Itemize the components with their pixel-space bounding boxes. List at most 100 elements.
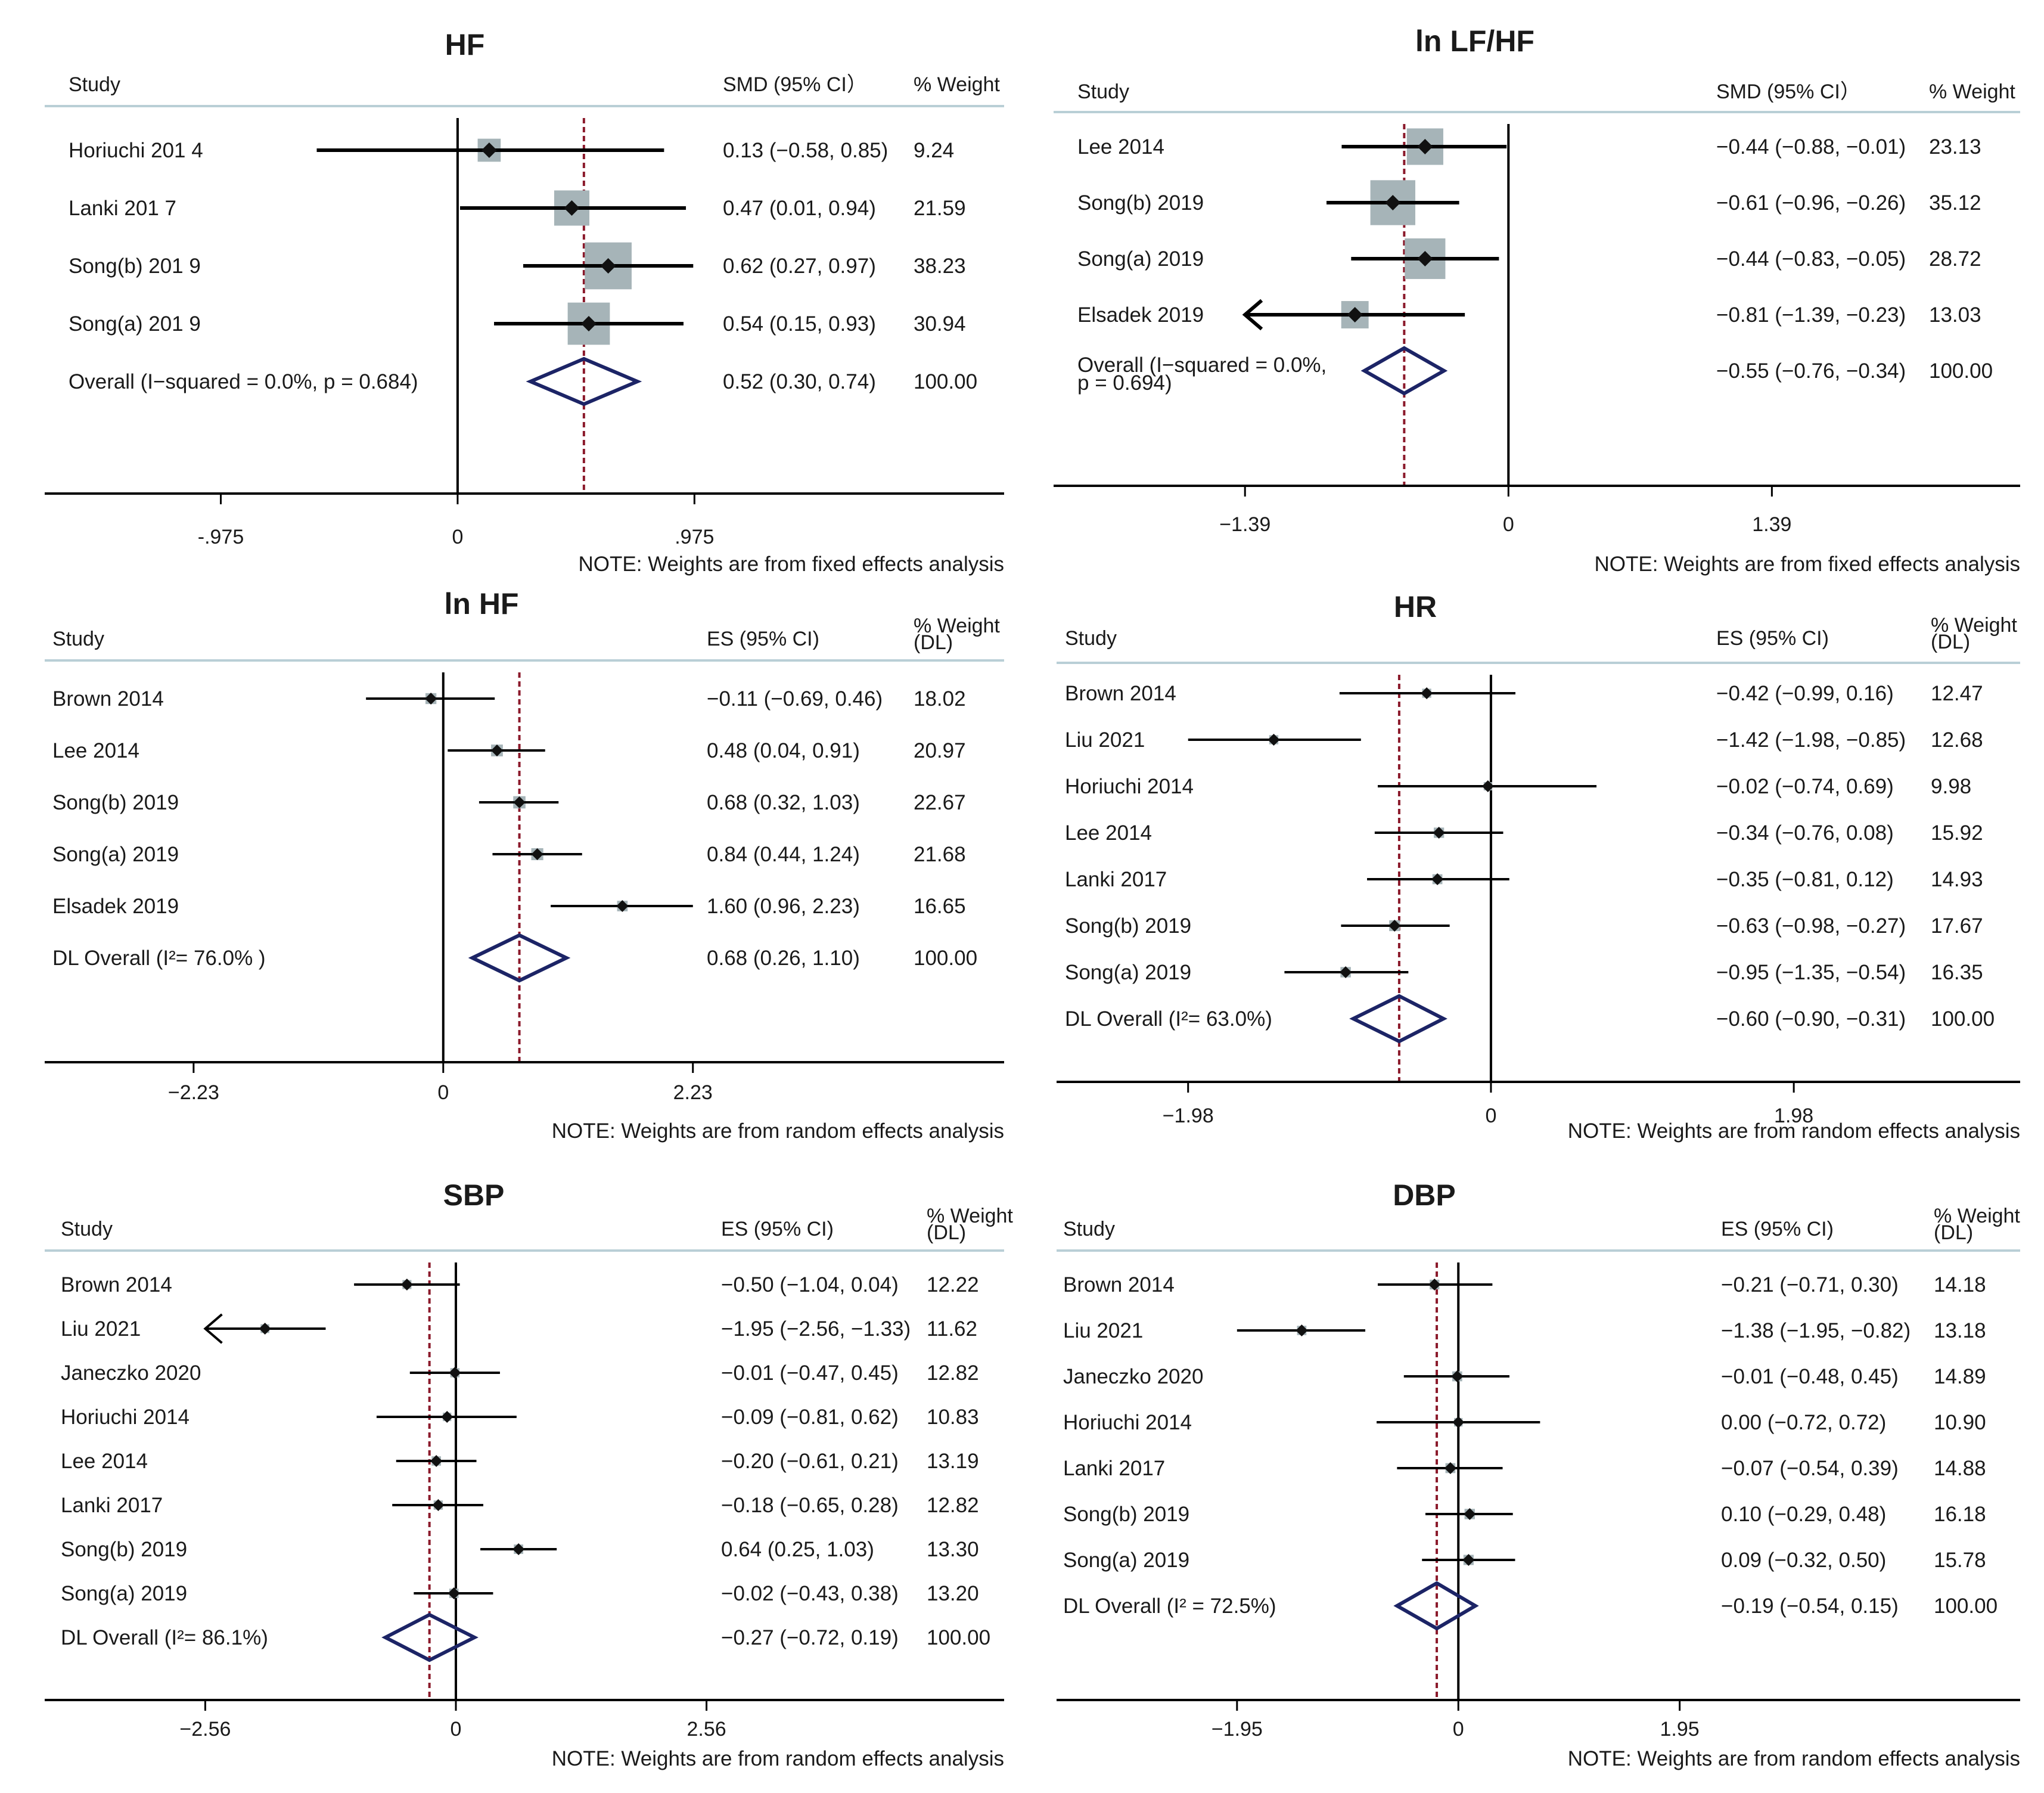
study-effect-ci: −0.42 (−0.99, 0.16)	[1716, 682, 1894, 705]
study-label: Lanki 2017	[1063, 1457, 1165, 1480]
point-estimate	[1268, 734, 1280, 746]
panel-title: ln LF/HF	[1415, 24, 1534, 58]
study-effect-ci: −0.18 (−0.65, 0.28)	[721, 1494, 899, 1517]
header-study: Study	[61, 1218, 113, 1240]
point-estimate	[400, 1279, 413, 1291]
study-label: Song(b) 2019	[1077, 191, 1204, 215]
point-estimate	[1433, 827, 1445, 839]
study-weight: 38.23	[914, 255, 966, 278]
study-label: Lee 2014	[1065, 821, 1152, 845]
study-weight: 9.24	[914, 139, 954, 162]
overall-label: Overall (I−squared = 0.0%, p = 0.684)	[69, 370, 418, 393]
study-label: Liu 2021	[61, 1317, 141, 1341]
point-estimate	[1462, 1554, 1475, 1566]
truncation-arrow	[1242, 299, 1263, 331]
x-tick-label: 0	[1453, 1718, 1464, 1741]
study-row: Brown 2014 −0.21 (−0.71, 0.30) 14.18	[1063, 1273, 1986, 1296]
study-row: Song(b) 2019 0.64 (0.25, 1.03) 13.30	[61, 1538, 979, 1561]
panel-title: DBP	[1393, 1178, 1456, 1212]
x-tick-label: 1.95	[1660, 1718, 1700, 1741]
study-effect-ci: 0.10 (−0.29, 0.48)	[1721, 1503, 1886, 1526]
x-tick-label: 1.98	[1774, 1105, 1813, 1127]
header-study: Study	[69, 73, 120, 96]
study-weight: 17.67	[1931, 914, 1983, 938]
study-row: Horiuchi 2014 0.00 (−0.72, 0.72) 10.90	[1063, 1411, 1986, 1434]
point-estimate	[1388, 920, 1401, 932]
forest-panel-4: HR Study ES (95% CI) % Weight(DL) Brown 2014…	[1057, 590, 2020, 1143]
point-estimate	[1452, 1416, 1465, 1428]
study-row: Liu 2021 −1.95 (−2.56, −1.33) 11.62	[61, 1313, 977, 1344]
study-weight: 13.30	[927, 1538, 979, 1561]
x-tick-label: −1.95	[1212, 1718, 1263, 1741]
point-estimate	[1417, 251, 1433, 266]
study-label: Janeczko 2020	[61, 1361, 201, 1385]
study-label: Song(b) 2019	[1065, 914, 1191, 938]
study-weight: 14.93	[1931, 868, 1983, 891]
overall-weight: 100.00	[1934, 1595, 1998, 1618]
x-tick-label: 0	[437, 1081, 449, 1104]
overall-diamond	[526, 356, 642, 407]
overall-weight: 100.00	[1931, 1007, 1995, 1031]
study-label: Horiuchi 2014	[1063, 1411, 1192, 1434]
study-row: Song(b) 2019 −0.63 (−0.98, −0.27) 17.67	[1065, 914, 1983, 938]
point-estimate	[432, 1499, 445, 1511]
header-weight: % Weight	[1929, 80, 2015, 103]
weights-note: NOTE: Weights are from fixed effects ana…	[1594, 553, 2020, 576]
study-effect-ci: 0.84 (0.44, 1.24)	[707, 843, 860, 866]
study-weight: 13.18	[1934, 1319, 1986, 1342]
study-weight: 13.19	[927, 1450, 979, 1473]
x-tick-label: 0	[452, 526, 463, 548]
x-tick-label: 0	[1485, 1105, 1496, 1127]
study-effect-ci: −0.63 (−0.98, −0.27)	[1716, 914, 1906, 938]
overall-effect-ci: −0.60 (−0.90, −0.31)	[1716, 1007, 1906, 1031]
header-weight: % Weight	[1931, 614, 2017, 637]
overall-effect-ci: 0.68 (0.26, 1.10)	[707, 947, 860, 970]
point-estimate	[581, 316, 597, 331]
study-weight: 30.94	[914, 312, 966, 336]
overall-effect-ci: −0.55 (−0.76, −0.34)	[1716, 359, 1906, 383]
overall-effect-ci: 0.52 (0.30, 0.74)	[723, 370, 876, 393]
point-estimate	[449, 1367, 461, 1379]
study-weight: 28.72	[1929, 247, 1981, 271]
study-row: Elsadek 2019 −0.81 (−1.39, −0.23) 13.03	[1077, 299, 1981, 331]
study-row: Brown 2014 −0.50 (−1.04, 0.04) 12.22	[61, 1273, 979, 1296]
header-effect: ES (95% CI)	[1721, 1218, 1834, 1240]
header-weight: % Weight	[1934, 1205, 2020, 1227]
header-study: Study	[1065, 627, 1117, 650]
weights-note: NOTE: Weights are from random effects an…	[552, 1119, 1004, 1143]
overall-diamond	[468, 933, 571, 983]
study-label: Lanki 2017	[1065, 868, 1167, 891]
overall-weight: 100.00	[914, 947, 977, 970]
point-estimate	[1296, 1324, 1308, 1336]
study-label: Brown 2014	[61, 1273, 172, 1296]
study-weight: 14.88	[1934, 1457, 1986, 1480]
study-row: Brown 2014 −0.11 (−0.69, 0.46) 18.02	[52, 687, 966, 711]
study-label: Song(b) 2019	[61, 1538, 187, 1561]
point-estimate	[616, 900, 629, 912]
x-tick-label: -.975	[198, 526, 244, 548]
point-estimate	[600, 258, 616, 274]
study-row: Song(a) 2019 0.84 (0.44, 1.24) 21.68	[52, 843, 966, 866]
point-estimate	[1428, 1279, 1441, 1291]
point-estimate	[531, 848, 543, 860]
study-weight: 13.03	[1929, 303, 1981, 327]
study-row: Song(b) 2019 0.10 (−0.29, 0.48) 16.18	[1063, 1503, 1986, 1526]
study-weight: 18.02	[914, 687, 966, 711]
point-estimate	[1431, 873, 1444, 885]
panel-title: HF	[445, 28, 485, 61]
point-estimate	[1385, 195, 1401, 210]
point-estimate	[1464, 1508, 1476, 1520]
point-estimate	[1481, 780, 1494, 792]
study-row: Elsadek 2019 1.60 (0.96, 2.23) 16.65	[52, 895, 966, 918]
point-estimate	[513, 796, 526, 808]
study-row: Liu 2021 −1.38 (−1.95, −0.82) 13.18	[1063, 1319, 1986, 1342]
study-effect-ci: 0.48 (0.04, 0.91)	[707, 739, 860, 762]
x-tick-label: .975	[675, 526, 714, 548]
study-weight: 35.12	[1929, 191, 1981, 215]
forest-panel-5: SBP Study ES (95% CI) % Weight(DL) Brown 201…	[45, 1178, 1013, 1770]
header-study: Study	[1077, 80, 1129, 103]
point-estimate	[490, 745, 503, 756]
study-label: Lee 2014	[52, 739, 139, 762]
header-weight-method: (DL)	[927, 1221, 966, 1244]
